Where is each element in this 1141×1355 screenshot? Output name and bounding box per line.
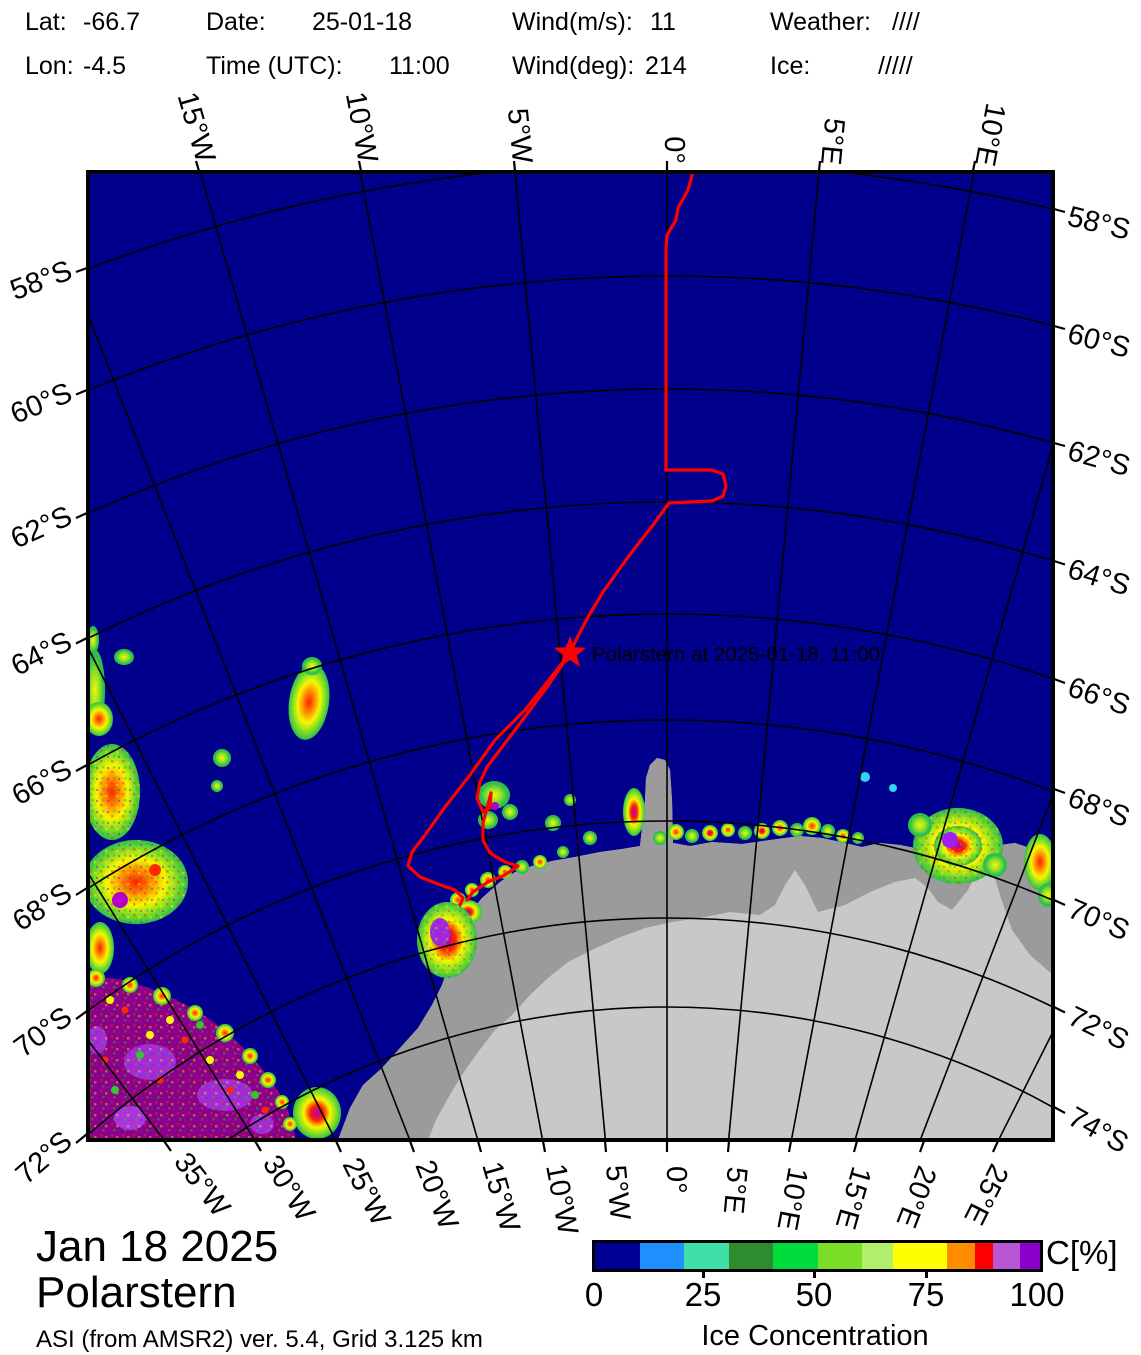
- colorbar-segment: [595, 1243, 640, 1269]
- colorbar-segment: [817, 1243, 862, 1269]
- coastal-ice-shelf: [338, 758, 1053, 1140]
- weather-value: ////: [892, 8, 920, 36]
- colorbar-segment: [993, 1243, 1020, 1269]
- left-axis-label: 58°S: [6, 255, 76, 307]
- axis-ticks: [75, 160, 1066, 1153]
- ship-track-label: Polarstern at 2025-01-18, 11:00: [592, 643, 880, 666]
- wind-speed-label: Wind(m/s):: [512, 8, 633, 36]
- bottom-axis-label: 5°W: [599, 1164, 636, 1222]
- colorbar-segment: [946, 1243, 976, 1269]
- left-axis-label: 66°S: [7, 753, 78, 812]
- wind-dir-label: Wind(deg):: [512, 52, 635, 80]
- colorbar-segment: [639, 1243, 684, 1269]
- top-axis-label: 15°W: [171, 89, 222, 167]
- ice-value: /////: [878, 52, 913, 80]
- colorbar-segment: [684, 1243, 729, 1269]
- date-label: Date:: [206, 8, 266, 36]
- top-axis-label: 0°: [658, 136, 690, 164]
- time-value: 11:00: [389, 52, 450, 80]
- right-axis-label: 68°S: [1064, 782, 1134, 834]
- colorbar-tick-label: 50: [795, 1276, 833, 1313]
- bottom-axis-label: 20°W: [408, 1156, 464, 1235]
- graticule: [88, 172, 1053, 1140]
- time-label: Time (UTC):: [206, 52, 343, 80]
- wind-speed-value: 11: [650, 8, 676, 36]
- colorbar-unit-label: C[%]: [1046, 1234, 1118, 1271]
- bottom-axis-label: 10°W: [539, 1161, 584, 1238]
- colorbar-segment: [1019, 1243, 1040, 1269]
- bottom-axis-label: 35°W: [167, 1147, 236, 1224]
- colorbar-tick-label: 100: [1009, 1276, 1065, 1313]
- left-axis-label: 68°S: [7, 877, 78, 938]
- left-axis-label: 60°S: [6, 377, 77, 431]
- bottom-axis-label: 15°W: [475, 1158, 526, 1236]
- left-axis-label: 70°S: [8, 1001, 78, 1064]
- colorbar-tick: [813, 1269, 816, 1278]
- lon-label: Lon:: [25, 52, 74, 80]
- bottom-axis-label: 25°E: [957, 1159, 1014, 1230]
- colorbar-tick: [702, 1269, 705, 1278]
- map-frame: [86, 170, 1055, 1142]
- right-axis-label: 72°S: [1063, 1001, 1134, 1057]
- left-axis-label: 62°S: [6, 500, 77, 555]
- colorbar-tick: [925, 1269, 928, 1278]
- right-axis-label: 70°S: [1063, 893, 1134, 947]
- right-axis-label: 62°S: [1064, 435, 1134, 483]
- colorbar-segment: [773, 1243, 818, 1269]
- bottom-axis-label: 20°E: [890, 1161, 943, 1232]
- bottom-axis-label: 10°E: [770, 1165, 813, 1233]
- colorbar-segment: [975, 1243, 994, 1269]
- top-axis-label: 5°W: [501, 107, 538, 165]
- weather-label: Weather:: [770, 8, 871, 36]
- bottom-axis-label: 25°W: [336, 1153, 397, 1232]
- ice-label: Ice:: [770, 52, 811, 80]
- footer-algorithm: ASI (from AMSR2) ver. 5.4, Grid 3.125 km: [36, 1326, 483, 1353]
- right-axis-label: 74°S: [1063, 1101, 1134, 1160]
- lon-value: -4.5: [83, 52, 127, 80]
- colorbar-segment: [728, 1243, 773, 1269]
- bottom-axis-label: 15°E: [829, 1163, 877, 1233]
- colorbar-tick-label: 25: [684, 1276, 722, 1313]
- footer-date: Jan 18 2025: [36, 1222, 279, 1271]
- bottom-axis-label: 0°: [660, 1166, 692, 1194]
- top-axis-label: 10°E: [968, 101, 1011, 169]
- colorbar-segment: [862, 1243, 894, 1269]
- left-axis-label: 72°S: [10, 1125, 79, 1191]
- footer-ship-name: Polarstern: [36, 1268, 237, 1317]
- colorbar-tick-label: 75: [907, 1276, 945, 1313]
- ice-concentration-colorbar: [592, 1240, 1043, 1272]
- top-axis-label: 5°E: [814, 116, 850, 166]
- bottom-axis-label: 5°E: [717, 1165, 753, 1215]
- right-axis-label: 60°S: [1064, 318, 1133, 365]
- left-axis-label: 64°S: [6, 626, 77, 683]
- top-axis-label: 10°W: [339, 89, 384, 166]
- lat-value: -66.7: [83, 8, 140, 36]
- colorbar-segment: [893, 1243, 947, 1269]
- right-axis-label: 64°S: [1064, 553, 1134, 602]
- ship-position-star: [553, 636, 587, 667]
- right-axis-label: 58°S: [1064, 201, 1133, 247]
- right-axis-label: 66°S: [1064, 671, 1134, 722]
- wind-dir-value: 214: [645, 52, 687, 80]
- bottom-axis-label: 30°W: [256, 1150, 321, 1228]
- colorbar-tick-label: 0: [584, 1276, 604, 1313]
- colorbar-axis-label: Ice Concentration: [701, 1320, 929, 1352]
- ship-track: [406, 172, 728, 907]
- lat-label: Lat:: [25, 8, 67, 36]
- date-value: 25-01-18: [312, 8, 413, 36]
